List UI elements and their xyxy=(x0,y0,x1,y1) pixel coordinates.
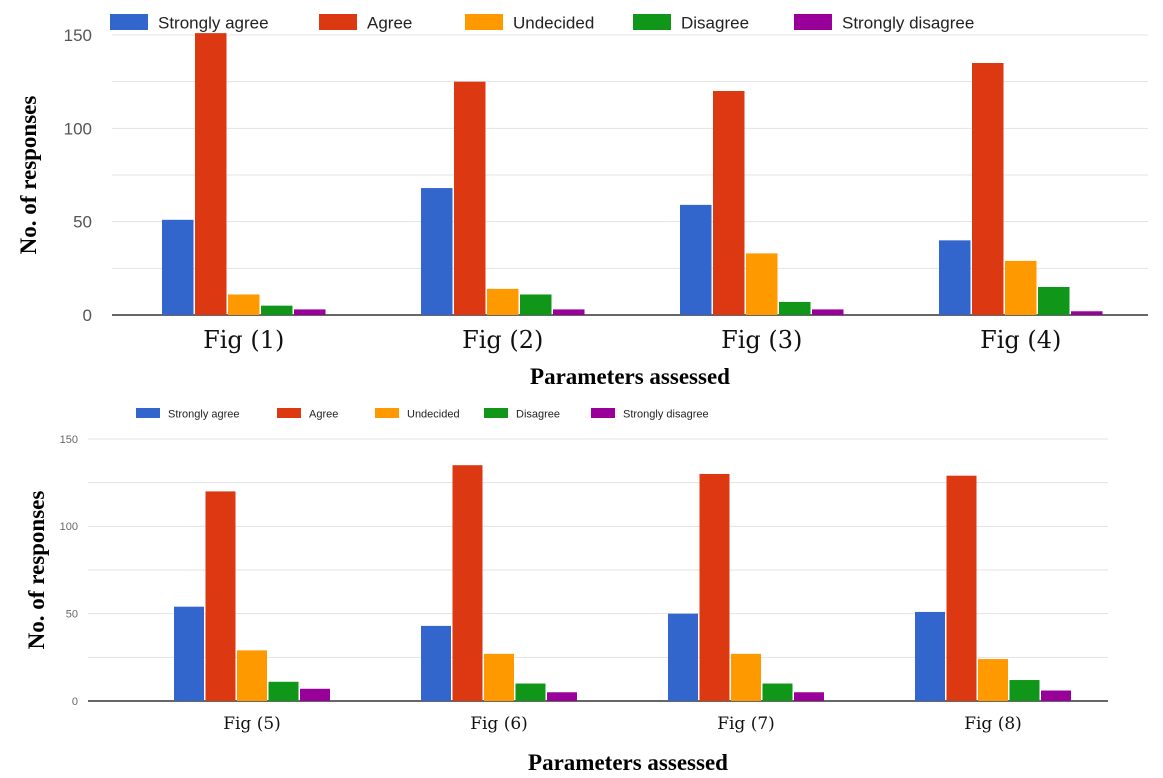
bar-disagree xyxy=(515,683,546,701)
legend-label: Strongly disagree xyxy=(842,14,974,33)
x-tick-label: Fig (5) xyxy=(223,714,281,734)
legend-swatch xyxy=(110,14,148,30)
bar-agree xyxy=(454,81,486,316)
legend-label: Undecided xyxy=(407,409,460,421)
bar-strongly-agree xyxy=(174,606,204,701)
bar-strongly-agree xyxy=(421,188,453,315)
bar-undecided xyxy=(978,659,1008,701)
legend-swatch xyxy=(277,408,301,418)
bar-strongly-disagree xyxy=(294,309,326,315)
bar-agree xyxy=(946,475,977,701)
legend-swatch xyxy=(633,14,671,30)
bar-strongly-agree xyxy=(162,219,194,315)
bar-undecided xyxy=(731,653,761,701)
legend-label: Agree xyxy=(367,14,412,33)
legend-swatch xyxy=(591,408,615,418)
bar-undecided xyxy=(746,253,778,315)
x-tick-label: Fig (8) xyxy=(964,714,1022,734)
bar-strongly-disagree xyxy=(1071,311,1103,315)
legend-swatch xyxy=(319,14,357,30)
y-tick-label: 150 xyxy=(60,434,78,446)
bar-undecided xyxy=(237,650,267,701)
bar-strongly-agree xyxy=(421,625,451,701)
x-axis-title: Parameters assessed xyxy=(528,750,728,775)
bar-disagree xyxy=(520,294,552,315)
bar-agree xyxy=(205,491,236,701)
bar-strongly-disagree xyxy=(547,692,577,701)
bar-undecided xyxy=(484,653,514,701)
bar-strongly-agree xyxy=(668,613,698,701)
bar-agree xyxy=(195,33,227,316)
x-tick-label: Fig (1) xyxy=(203,326,284,354)
legend-label: Strongly agree xyxy=(158,14,269,33)
bar-agree xyxy=(972,63,1004,315)
chart-panel-top: 0 50 100 150 Fig (1) Fig (2) Fig (3) Fig (4) No.… xyxy=(16,14,1148,389)
bar-strongly-agree xyxy=(680,204,712,315)
bar-disagree xyxy=(1009,680,1040,701)
bar-disagree xyxy=(268,681,299,701)
y-tick-label: 0 xyxy=(83,306,92,325)
x-tick-label: Fig (2) xyxy=(462,326,543,354)
legend-swatch xyxy=(794,14,832,30)
bar-undecided xyxy=(228,294,260,315)
bar-disagree xyxy=(1038,287,1070,315)
chart-panel-bottom: 0 50 100 150 Fig (5) Fig (6) Fig (7) Fig (8) No.… xyxy=(24,408,1108,775)
bar-strongly-agree xyxy=(939,240,971,315)
bar-undecided xyxy=(487,288,519,315)
bar-agree xyxy=(452,465,483,701)
y-tick-label: 150 xyxy=(64,26,92,45)
legend-swatch xyxy=(465,14,503,30)
y-tick-label: 100 xyxy=(64,119,92,138)
bar-strongly-disagree xyxy=(300,688,330,701)
bar-disagree xyxy=(779,301,811,315)
legend-label: Disagree xyxy=(516,409,560,421)
bar-disagree xyxy=(261,305,293,315)
bar-agree xyxy=(713,91,745,315)
bar-agree xyxy=(699,473,730,701)
legend-label: Undecided xyxy=(513,14,594,33)
y-tick-label: 50 xyxy=(73,213,92,232)
legend-label: Strongly agree xyxy=(168,409,240,421)
bar-strongly-disagree xyxy=(553,309,585,315)
y-axis-title: No. of responses xyxy=(16,96,41,255)
x-tick-label: Fig (7) xyxy=(717,714,775,734)
y-axis-title: No. of responses xyxy=(24,491,49,650)
bar-strongly-agree xyxy=(915,611,945,701)
legend-swatch xyxy=(484,408,508,418)
x-tick-label: Fig (6) xyxy=(470,714,528,734)
bar-undecided xyxy=(1005,260,1037,315)
bar-strongly-disagree xyxy=(812,309,844,315)
x-tick-label: Fig (4) xyxy=(980,326,1061,354)
x-axis-title: Parameters assessed xyxy=(530,364,730,389)
bar-disagree xyxy=(762,683,793,701)
y-tick-label: 0 xyxy=(72,696,78,708)
legend-label: Strongly disagree xyxy=(623,409,709,421)
legend-swatch xyxy=(375,408,399,418)
bar-strongly-disagree xyxy=(1041,690,1071,701)
y-tick-label: 100 xyxy=(60,521,78,533)
legend-swatch xyxy=(136,408,160,418)
x-tick-label: Fig (3) xyxy=(721,326,802,354)
legend-label: Agree xyxy=(309,409,338,421)
bar-strongly-disagree xyxy=(794,692,824,701)
legend-label: Disagree xyxy=(681,14,749,33)
y-tick-label: 50 xyxy=(66,609,78,621)
